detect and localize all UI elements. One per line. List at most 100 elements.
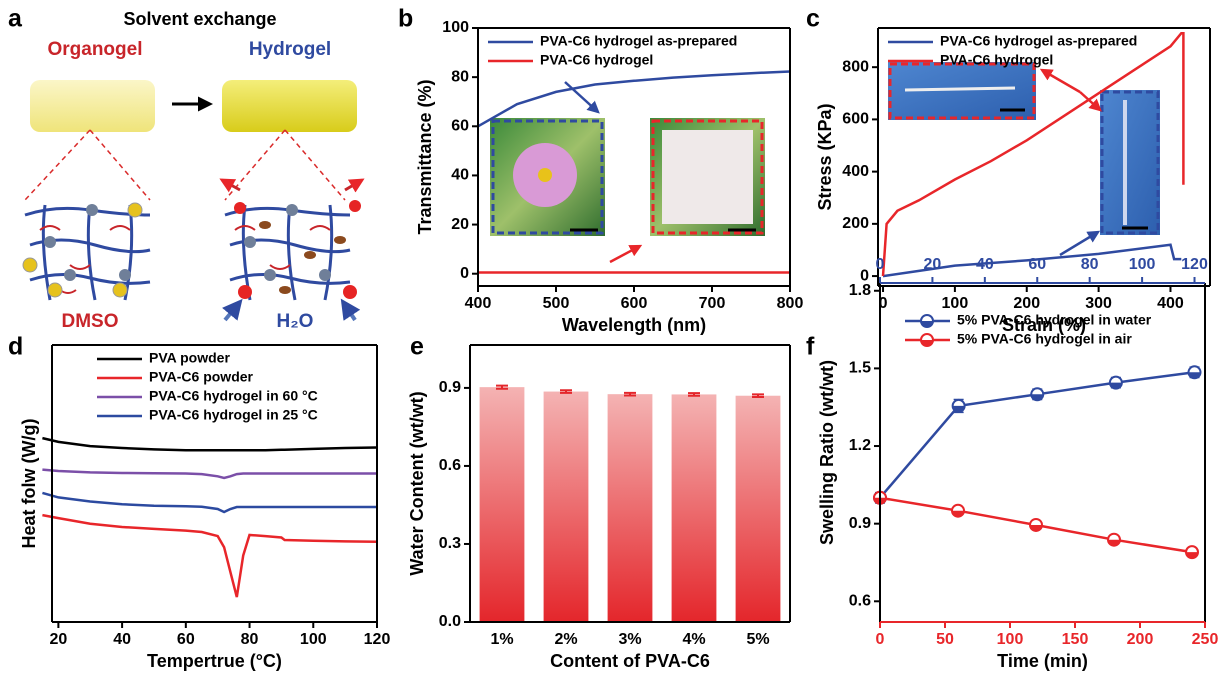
marker-half	[1188, 372, 1201, 379]
inflow-arrow	[222, 298, 243, 322]
x-tick-label: 200	[1127, 631, 1154, 648]
x-tick-label: 400	[465, 295, 492, 312]
marker-half	[952, 405, 965, 412]
y-tick-label: 40	[451, 167, 469, 184]
legend-label: 5% PVA-C6 hydrogel in water	[957, 312, 1152, 328]
x-tick-label: 2%	[554, 631, 577, 648]
pointer-arrow	[564, 81, 600, 114]
y-tick-label: 200	[842, 215, 869, 232]
organogel-slab	[30, 80, 155, 132]
legend-label: PVA-C6 hydrogel as-prepared	[540, 33, 737, 49]
y-tick-label: 800	[842, 58, 869, 75]
y-axis-label: Transmittance (%)	[415, 79, 435, 234]
pointer-arrow	[1039, 68, 1081, 94]
zoom-lines	[24, 129, 151, 201]
x-tick-label: 0	[879, 295, 888, 312]
x-tick-label: 4%	[682, 631, 705, 648]
marker-half	[1030, 524, 1042, 531]
y-tick-label: 100	[442, 19, 469, 36]
plot-d	[42, 436, 378, 598]
legend-label: PVA-C6 hydrogel as-prepared	[940, 33, 1137, 49]
legend-label: PVA powder	[149, 350, 230, 366]
x2-tick-label: 120	[1181, 256, 1208, 273]
y-tick-label: 0.9	[849, 515, 871, 532]
x-tick-label: 200	[1013, 295, 1040, 312]
bar	[607, 394, 653, 622]
x2-tick-label: 100	[1129, 256, 1156, 273]
x-tick-label: 150	[1062, 631, 1089, 648]
x-tick-label: 300	[1085, 295, 1112, 312]
x-tick-label: 5%	[746, 631, 769, 648]
legend-label: PVA-C6 hydrogel	[940, 52, 1053, 68]
panel-a: a Solvent exchange Organogel Hydrogel	[8, 5, 365, 332]
pointer-arrow	[609, 244, 643, 264]
error-bar	[624, 391, 636, 397]
y-tick-label: 0.0	[439, 613, 461, 630]
y-tick-label: 1.8	[849, 282, 871, 299]
y-tick-label: 20	[451, 216, 469, 233]
x-tick-label: 3%	[618, 631, 641, 648]
dmso-molecules	[22, 202, 143, 298]
x-tick-label: 400	[1157, 295, 1184, 312]
left-label: Organogel	[47, 39, 142, 60]
photo-inset	[1100, 90, 1160, 235]
y-axis-label: Swelling Ratio (wt/wt)	[817, 360, 837, 545]
side-chains	[39, 225, 331, 294]
error-bar	[560, 389, 572, 394]
y-axis-label: Heat folw (W/g)	[19, 419, 39, 549]
error-bar	[752, 393, 764, 399]
x2-tick-label: 80	[1081, 256, 1099, 273]
panel-letter: f	[806, 333, 815, 361]
crosslinks	[44, 204, 331, 281]
x-tick-label: 1%	[490, 631, 513, 648]
series-line	[42, 436, 378, 452]
x2-tick-label: 60	[1028, 256, 1046, 273]
zoom-lines	[224, 129, 346, 201]
x-tick-label: 60	[177, 631, 195, 648]
bar	[735, 395, 781, 622]
y-tick-label: 80	[451, 68, 469, 85]
y-tick-label: 1.5	[849, 360, 871, 377]
legend-label: PVA-C6 hydrogel in 25 °C	[149, 407, 318, 423]
legend-label: 5% PVA-C6 hydrogel in air	[957, 331, 1132, 347]
plot-c	[881, 31, 1185, 278]
panel-letter: b	[398, 5, 413, 33]
bar	[671, 394, 717, 622]
marker-half	[1108, 539, 1120, 546]
inset-border	[491, 119, 604, 235]
legend-marker-half	[921, 321, 933, 327]
panel-letter: d	[8, 333, 23, 361]
x-tick-label: 250	[1192, 631, 1219, 648]
bar	[479, 387, 525, 622]
x-tick-label: 120	[364, 631, 391, 648]
panel-letter: c	[806, 5, 820, 33]
y-tick-label: 0.6	[439, 457, 461, 474]
x-axis-label: Content of PVA-C6	[550, 651, 710, 671]
y-tick-label: 0	[460, 265, 469, 282]
right-solvent: H₂O	[277, 311, 314, 332]
legend-label: PVA-C6 hydrogel in 60 °C	[149, 388, 318, 404]
plot-e	[479, 384, 781, 622]
x-tick-label: 100	[942, 295, 969, 312]
network	[24, 204, 351, 301]
y-tick-label: 0.3	[439, 535, 461, 552]
inset-border	[1100, 90, 1160, 235]
y-tick-label: 1.2	[849, 437, 871, 454]
legend-label: PVA-C6 hydrogel	[540, 52, 653, 68]
insets	[490, 62, 1160, 264]
x-tick-label: 50	[936, 631, 954, 648]
series-line	[42, 513, 378, 598]
series-line	[882, 243, 1182, 278]
x2-tick-label: 20	[924, 256, 942, 273]
pointer-arrow	[1059, 230, 1101, 257]
panel-letter: e	[410, 333, 424, 361]
x-tick-label: 100	[300, 631, 327, 648]
y-axis-label: Stress (KPa)	[815, 103, 835, 210]
x-tick-label: 600	[621, 295, 648, 312]
plot-b	[477, 70, 791, 274]
marker-half	[1109, 382, 1122, 389]
y-axis-label: Water Content (wt/wt)	[407, 391, 427, 575]
marker-half	[1186, 552, 1198, 559]
y-tick-label: 0.6	[849, 593, 871, 610]
